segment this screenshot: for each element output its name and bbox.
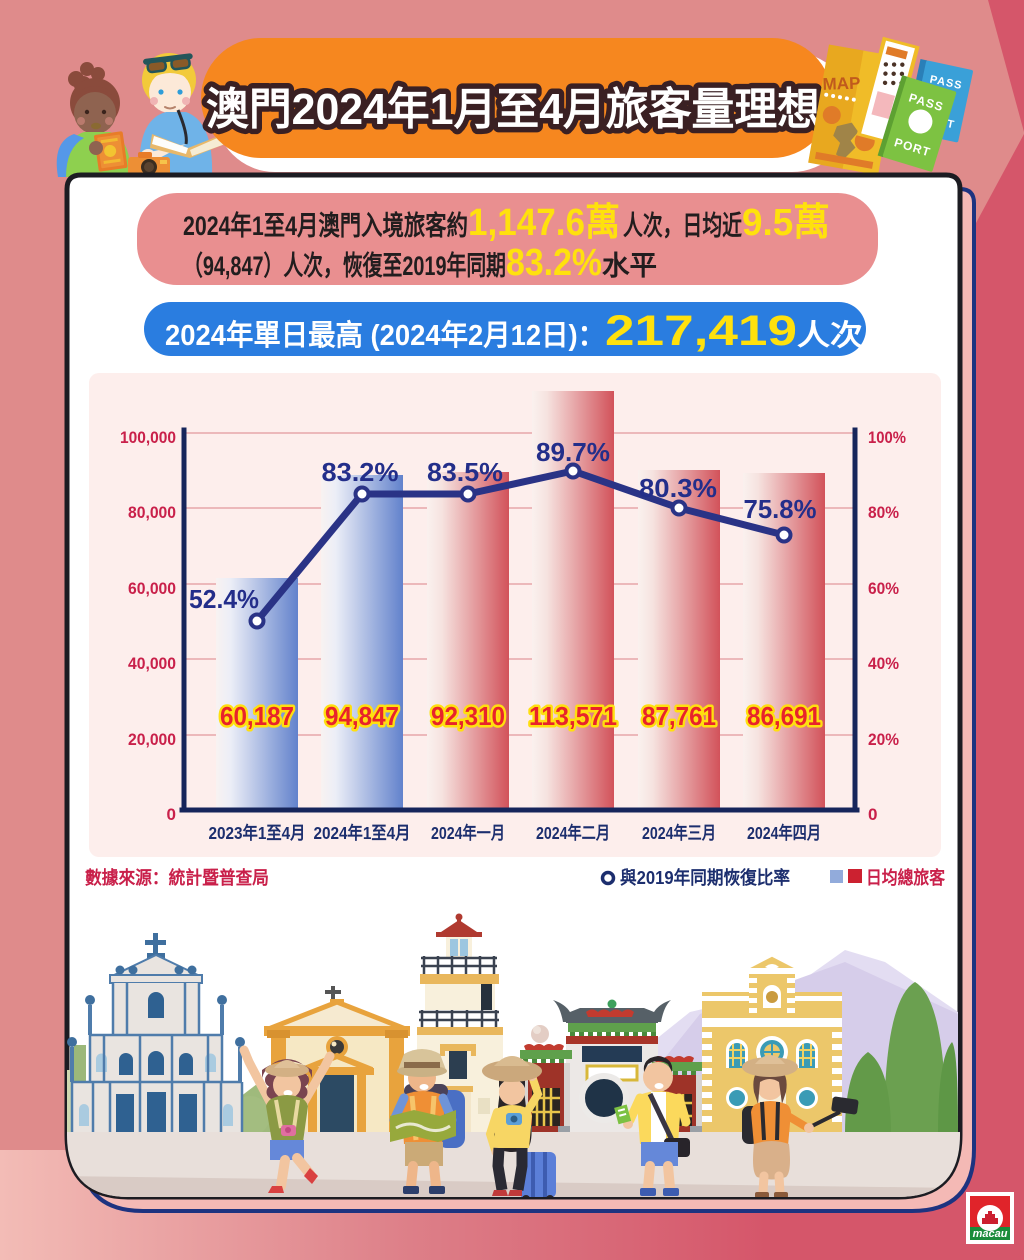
- svg-text:100,000: 100,000: [120, 428, 176, 447]
- svg-text:40,000: 40,000: [128, 654, 176, 673]
- svg-text:52.4%: 52.4%: [189, 584, 259, 614]
- svg-text:60,000: 60,000: [128, 579, 176, 598]
- svg-text:2024年二月: 2024年二月: [536, 823, 610, 843]
- svg-text:20,000: 20,000: [128, 730, 176, 749]
- svg-text:92,310: 92,310: [431, 701, 505, 731]
- svg-text:83.5%: 83.5%: [427, 457, 503, 487]
- svg-text:2024年單日最高 (2024年2月12日)：: 2024年單日最高 (2024年2月12日)：: [165, 318, 605, 352]
- svg-text:75.8%: 75.8%: [744, 494, 817, 524]
- svg-text:80%: 80%: [868, 503, 899, 522]
- svg-text:87,761: 87,761: [642, 701, 716, 731]
- svg-text:9.5萬: 9.5萬: [742, 202, 830, 244]
- svg-text:83.2%: 83.2%: [322, 457, 399, 487]
- svg-text:80,000: 80,000: [128, 503, 176, 522]
- svg-text:人次: 人次: [797, 319, 863, 352]
- svg-text:20%: 20%: [868, 730, 899, 749]
- svg-text:人次，日均近: 人次，日均近: [623, 211, 742, 241]
- svg-text:217,419: 217,419: [605, 307, 797, 355]
- svg-text:macau: macau: [973, 1228, 1008, 1240]
- svg-text:與2019年同期恢復比率: 與2019年同期恢復比率: [620, 867, 790, 888]
- svg-text:2024年一月: 2024年一月: [431, 823, 505, 843]
- svg-text:100%: 100%: [868, 428, 906, 447]
- svg-text:澳門2024年1月至4月旅客量理想: 澳門2024年1月至4月旅客量理想: [206, 85, 820, 134]
- svg-text:94,847: 94,847: [325, 701, 399, 731]
- svg-text:80.3%: 80.3%: [639, 473, 717, 503]
- svg-text:（94,847）人次，恢復至2019年同期: （94,847）人次，恢復至2019年同期: [183, 250, 506, 281]
- svg-text:2024年1至4月: 2024年1至4月: [314, 823, 411, 843]
- svg-text:2024年三月: 2024年三月: [642, 823, 716, 843]
- svg-text:0: 0: [868, 805, 877, 824]
- svg-text:數據來源：統計暨普查局: 數據來源：統計暨普查局: [85, 867, 269, 888]
- svg-text:2024年四月: 2024年四月: [747, 823, 821, 843]
- svg-text:40%: 40%: [868, 654, 899, 673]
- svg-text:113,571: 113,571: [529, 701, 617, 731]
- svg-text:60%: 60%: [868, 579, 899, 598]
- svg-text:89.7%: 89.7%: [536, 437, 610, 467]
- svg-text:83.2%: 83.2%: [506, 242, 602, 284]
- svg-text:水平: 水平: [602, 251, 657, 281]
- svg-text:86,691: 86,691: [747, 701, 821, 731]
- svg-text:MAP: MAP: [822, 74, 860, 94]
- svg-text:2023年1至4月: 2023年1至4月: [209, 823, 306, 843]
- svg-text:60,187: 60,187: [220, 701, 294, 731]
- svg-text:日均總旅客: 日均總旅客: [866, 867, 946, 888]
- svg-text:1,147.6萬: 1,147.6萬: [468, 202, 620, 244]
- svg-text:0: 0: [167, 805, 176, 824]
- svg-text:2024年1至4月澳門入境旅客約: 2024年1至4月澳門入境旅客約: [183, 210, 468, 241]
